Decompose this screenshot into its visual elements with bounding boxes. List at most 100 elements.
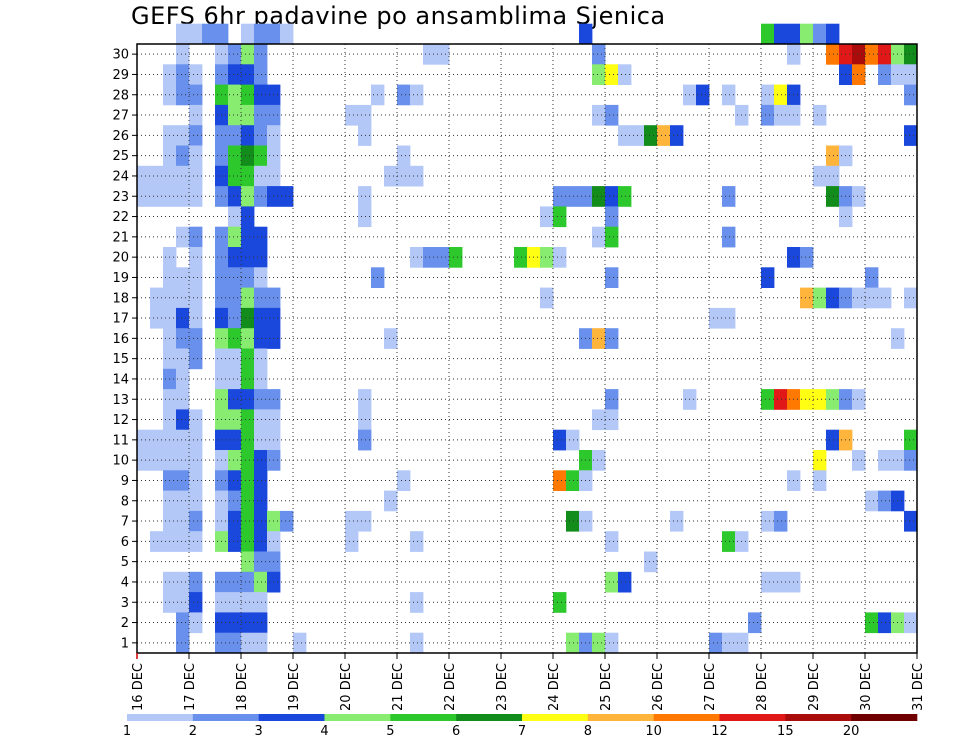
heatmap-cell	[514, 247, 528, 268]
heatmap-cell	[228, 165, 242, 187]
heatmap-cell	[189, 348, 203, 370]
heatmap-cell	[384, 328, 398, 349]
heatmap-cell	[852, 450, 866, 471]
heatmap-cell	[618, 571, 632, 593]
y-tick-label: 15	[112, 352, 129, 367]
heatmap-cell	[605, 632, 619, 654]
heatmap-cell	[254, 450, 268, 471]
heatmap-cell	[358, 429, 372, 451]
x-tick-label: 25 DEC	[599, 663, 614, 711]
heatmap-cell	[878, 64, 892, 85]
heatmap-cell	[618, 186, 632, 207]
heatmap-cell	[761, 267, 775, 288]
x-tick-label: 16 DEC	[131, 663, 146, 711]
heatmap-cell	[241, 429, 255, 451]
heatmap-cell	[241, 510, 255, 532]
heatmap-cell	[228, 490, 242, 512]
heatmap-cell	[150, 450, 164, 471]
heatmap-cell	[189, 267, 203, 288]
heatmap-cell	[592, 450, 606, 471]
legend-value-label: 5	[386, 724, 394, 739]
heatmap-cell	[189, 125, 203, 146]
legend-color-swatch	[587, 714, 654, 721]
heatmap-cell	[241, 287, 255, 309]
heatmap-cell	[410, 247, 424, 268]
heatmap-cell	[150, 186, 164, 207]
heatmap-cell	[410, 84, 424, 106]
heatmap-cell	[254, 612, 268, 634]
heatmap-cell	[228, 226, 242, 248]
heatmap-cell	[800, 389, 814, 410]
heatmap-cell	[358, 409, 372, 431]
heatmap-cell	[553, 429, 567, 451]
heatmap-cell	[813, 389, 827, 410]
heatmap-cell	[150, 531, 164, 552]
heatmap-cell	[228, 104, 242, 126]
heatmap-cell	[384, 490, 398, 512]
y-tick-label: 6	[121, 535, 129, 550]
heatmap-cell	[878, 612, 892, 634]
heatmap-cell	[241, 125, 255, 146]
heatmap-cell	[189, 64, 203, 85]
heatmap-cell	[865, 44, 879, 65]
heatmap-cell	[176, 44, 190, 65]
heatmap-cell	[865, 287, 879, 309]
heatmap-cell	[241, 247, 255, 268]
heatmap-cell	[228, 64, 242, 85]
heatmap-cell	[566, 429, 580, 451]
x-tick-label: 21 DEC	[391, 663, 406, 711]
heatmap-cell	[254, 23, 268, 45]
heatmap-cell	[254, 165, 268, 187]
heatmap-cell	[761, 104, 775, 126]
heatmap-cell	[241, 348, 255, 370]
heatmap-cell	[904, 287, 918, 309]
heatmap-cell	[254, 125, 268, 146]
heatmap-cell	[241, 592, 255, 613]
legend-color-swatch	[851, 714, 918, 721]
legend-value-label: 2	[189, 724, 197, 739]
heatmap-cell	[176, 632, 190, 654]
heatmap-cell	[878, 490, 892, 512]
heatmap-cell	[241, 571, 255, 593]
heatmap-cell	[254, 307, 268, 329]
x-tick-label: 18 DEC	[235, 663, 250, 711]
heatmap-cell	[202, 23, 216, 45]
y-tick-label: 2	[121, 616, 129, 631]
x-tick-label: 19 DEC	[287, 663, 302, 711]
heatmap-cell	[865, 612, 879, 634]
legend-value-label: 10	[645, 724, 662, 739]
heatmap-cell	[280, 510, 294, 532]
legend-value-label: 15	[777, 724, 794, 739]
heatmap-cell	[228, 287, 242, 309]
heatmap-cell	[280, 23, 294, 45]
heatmap-cell	[176, 226, 190, 248]
heatmap-cell	[826, 429, 840, 451]
heatmap-cell	[826, 389, 840, 410]
heatmap-cell	[800, 23, 814, 45]
y-tick-label: 28	[112, 88, 129, 103]
heatmap-cell	[436, 44, 450, 65]
heatmap-cell	[345, 510, 359, 532]
y-tick-label: 30	[112, 48, 129, 63]
heatmap-cell	[774, 84, 788, 106]
heatmap-cell	[137, 165, 151, 187]
heatmap-cell	[228, 450, 242, 471]
heatmap-cell	[176, 470, 190, 491]
heatmap-cell	[826, 186, 840, 207]
heatmap-cell	[228, 145, 242, 167]
x-tick-label: 20 DEC	[339, 663, 354, 711]
y-tick-label: 22	[112, 210, 129, 225]
heatmap-cell	[189, 287, 203, 309]
heatmap-cell	[800, 287, 814, 309]
heatmap-cell	[150, 429, 164, 451]
heatmap-cell	[774, 104, 788, 126]
heatmap-cell	[254, 104, 268, 126]
heatmap-cell	[774, 510, 788, 532]
y-tick-label: 29	[112, 68, 129, 83]
heatmap-cell	[358, 510, 372, 532]
heatmap-cell	[189, 104, 203, 126]
heatmap-cell	[228, 592, 242, 613]
heatmap-cell	[605, 267, 619, 288]
x-tick-label: 22 DEC	[443, 663, 458, 711]
heatmap-cell	[358, 206, 372, 228]
